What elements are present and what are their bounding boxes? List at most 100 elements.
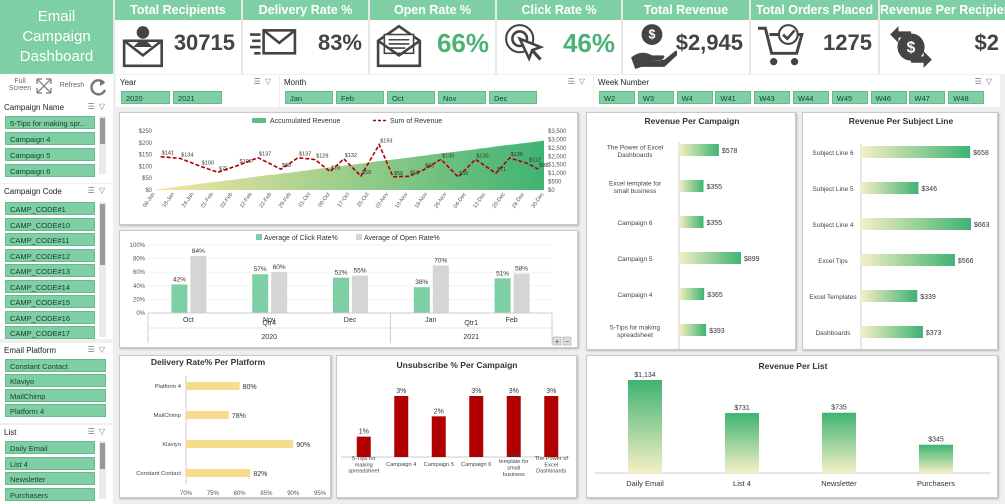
slicer-item[interactable]: CAMP_CODE#14	[5, 279, 95, 293]
slicer-item[interactable]: Newsletter	[5, 472, 95, 485]
bar-open	[513, 273, 530, 313]
slicer-item[interactable]: W43	[754, 91, 791, 104]
slicer-item[interactable]: CAMP_CODE#15	[5, 295, 95, 308]
slicer-item[interactable]: MailChimp	[5, 389, 106, 402]
slicer-item[interactable]: CAMP_CODE#1	[5, 202, 95, 215]
scrollbar[interactable]	[99, 441, 106, 499]
bar-label: $658	[973, 150, 989, 157]
slicer-item[interactable]: Campaign 4	[5, 132, 95, 145]
bar-label: 90%	[296, 442, 310, 449]
slicer-item[interactable]: CAMP_CODE#13	[5, 264, 95, 277]
legend-swatch-click	[256, 234, 262, 240]
scrollbar[interactable]	[99, 202, 106, 337]
slicer-item[interactable]: CAMP_CODE#11	[5, 233, 95, 246]
slicer-item[interactable]: Dec	[489, 91, 537, 104]
bar-label: $566	[958, 258, 974, 265]
slicer-item[interactable]: Campaign 5	[5, 148, 95, 161]
bar-open	[352, 275, 368, 313]
slicer-item[interactable]: 5-Tips for making spr...	[5, 116, 95, 129]
category-label: Platform 4	[155, 384, 182, 390]
slicer-item[interactable]: W44	[793, 91, 829, 104]
slicer-item[interactable]: Klaviyo	[5, 374, 106, 387]
bar-label: 1%	[359, 429, 369, 436]
slicer-item[interactable]: Purchasers	[5, 487, 95, 501]
slicer-item[interactable]: List 4	[5, 456, 95, 470]
slicer-item[interactable]: CAMP_CODE#10	[5, 217, 95, 231]
slicer-item[interactable]: W48	[948, 91, 985, 104]
category-label: Excel Templates	[809, 294, 857, 301]
kpi-label: Open Rate %	[370, 0, 495, 20]
bar-label: 3%	[396, 388, 406, 395]
bar-label: $355	[706, 184, 722, 191]
full-screen-button[interactable]: Full Screen	[8, 78, 32, 92]
scrollbar-thumb[interactable]	[100, 443, 105, 469]
slicer-item[interactable]: W3	[637, 91, 674, 104]
refresh-icon[interactable]	[88, 77, 108, 97]
slicer-item[interactable]: Jan	[285, 91, 333, 104]
slicer-item[interactable]: Constant Contact	[5, 359, 106, 372]
delivery-platform-panel: Delivery Rate% Per Platform 70% 75% 80% 85% 9…	[119, 355, 331, 498]
x-tick-label: 90%	[287, 491, 300, 497]
slicer-item[interactable]: Daily Email	[5, 441, 95, 454]
campaign-code-slicer: Campaign Code ☰▽ CAMP_CODE#1 CAMP_CODE#10 CA…	[0, 184, 113, 339]
slicer-item[interactable]: CAMP_CODE#17	[5, 326, 95, 339]
bar	[506, 396, 521, 457]
bar	[186, 382, 240, 390]
scrollbar-thumb[interactable]	[100, 118, 105, 144]
bar-label: 80%	[243, 384, 257, 391]
slicer-item[interactable]: Platform 4	[5, 404, 106, 417]
multi-select-clear-filter-icon[interactable]: ☰▽	[87, 186, 109, 195]
multi-select-clear-filter-icon[interactable]: ☰▽	[974, 77, 996, 86]
bar	[679, 216, 704, 228]
sum-data-label: $88	[539, 163, 548, 169]
bar	[861, 218, 971, 230]
multi-select-clear-filter-icon[interactable]: ☰▽	[253, 77, 275, 86]
bar	[186, 440, 294, 448]
slicer-item[interactable]: 2020	[121, 91, 170, 104]
right-tick-label: $1,500	[548, 163, 567, 169]
slicer-item[interactable]: CAMP_CODE#12	[5, 248, 95, 262]
legend-swatch-open	[356, 234, 362, 240]
slicer-item[interactable]: 2021	[173, 91, 222, 104]
x-tick-label: 17-Oct	[337, 191, 352, 208]
multi-select-clear-filter-icon[interactable]: ☰▽	[87, 345, 109, 354]
slicer-item[interactable]: Campaign 6	[5, 164, 95, 177]
scrollbar[interactable]	[99, 116, 106, 174]
click-cursor-icon	[505, 24, 545, 62]
slicer-item[interactable]: Feb	[336, 91, 384, 104]
slicer-item[interactable]: Oct	[387, 91, 435, 104]
scrollbar-thumb[interactable]	[100, 204, 105, 265]
bar-label: 58%	[515, 266, 528, 273]
x-tick-label: 80%	[234, 491, 247, 497]
slicer-item[interactable]: Nov	[438, 91, 486, 104]
slicer-item[interactable]: W47	[909, 91, 946, 104]
legend-swatch-accumulated	[252, 118, 266, 123]
expand-icon[interactable]	[36, 78, 52, 94]
x-tick-label: 25-Oct	[356, 191, 371, 208]
left-tick-label: $100	[139, 164, 153, 170]
slicer-item[interactable]: W45	[831, 91, 868, 104]
refresh-button[interactable]: Refresh	[59, 82, 85, 89]
revenue-list-panel: Revenue Per List $1,134 Daily Email $731 Lis…	[586, 355, 998, 498]
sum-data-label: $75	[219, 166, 228, 172]
slicer-item[interactable]: W2	[599, 91, 635, 104]
bar	[679, 288, 705, 300]
multi-select-clear-filter-icon[interactable]: ☰▽	[87, 102, 109, 111]
bar-label: $735	[831, 405, 847, 412]
slicer-title: Campaign Name ☰▽	[4, 102, 109, 112]
multi-select-clear-filter-icon[interactable]: ☰▽	[567, 77, 589, 86]
slicer-item[interactable]: W41	[715, 91, 752, 104]
x-tick-label: 75%	[207, 491, 220, 497]
bar-click	[171, 284, 188, 313]
expand-collapse-buttons[interactable]: + −	[552, 336, 572, 346]
slicer-item[interactable]: W46	[870, 91, 907, 104]
bar	[861, 326, 923, 338]
slicer-item[interactable]: CAMP_CODE#16	[5, 310, 95, 324]
x-tick-label: 12-Feb	[239, 192, 254, 210]
slicer-item[interactable]: W4	[676, 91, 713, 104]
slicer-title: Email Platform ☰▽	[4, 345, 109, 355]
bar-label: 51%	[496, 270, 509, 277]
campaign-name-slicer: Campaign Name ☰▽ 5-Tips for making spr... C…	[0, 100, 113, 183]
multi-select-clear-filter-icon[interactable]: ☰▽	[87, 427, 109, 436]
x-tick-label: 18-Jan	[162, 192, 177, 209]
